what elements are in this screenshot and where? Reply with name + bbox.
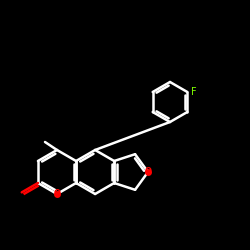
Text: O: O (54, 190, 60, 198)
Text: F: F (191, 87, 197, 97)
Text: O: O (144, 168, 152, 176)
